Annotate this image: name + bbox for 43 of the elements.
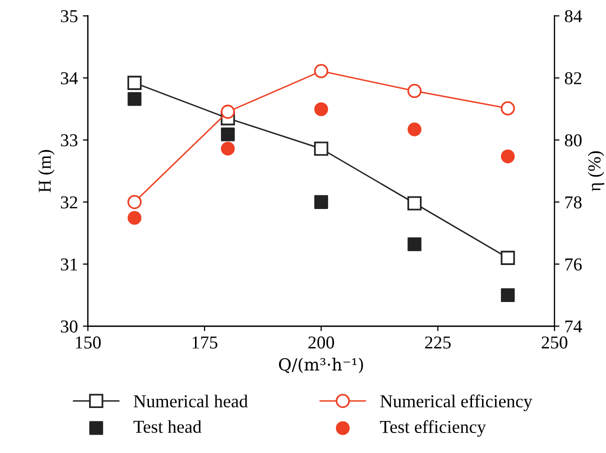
point <box>314 195 328 209</box>
x-tick-label: 225 <box>425 336 451 349</box>
x-tick-label: 250 <box>542 336 568 349</box>
y2-axis-title: η (%) <box>588 151 604 192</box>
point <box>500 101 515 116</box>
y2-tick-label: 84 <box>564 10 582 22</box>
legend-label: Numerical efficiency <box>380 394 532 412</box>
y-tick-label: 34 <box>60 72 78 84</box>
point <box>500 288 515 302</box>
point <box>128 92 142 106</box>
legend-label: Test efficiency <box>380 420 486 437</box>
point <box>408 237 422 252</box>
point <box>500 250 515 265</box>
point <box>500 150 515 164</box>
point <box>314 102 328 116</box>
y-tick-label: 32 <box>60 196 78 208</box>
point <box>407 196 422 210</box>
x-tick-label: 175 <box>192 336 218 349</box>
y-axis-title: H (m) <box>38 150 55 192</box>
y2-tick-label: 76 <box>565 258 582 271</box>
y2-tick-label: 82 <box>564 72 582 84</box>
y2-tick-label: 74 <box>565 320 582 332</box>
legend-label: Numerical head <box>134 394 248 408</box>
point <box>314 64 328 78</box>
point <box>408 122 422 136</box>
y-tick-label: 30 <box>60 320 78 333</box>
y2-tick-label: 78 <box>565 196 582 208</box>
point <box>220 127 235 142</box>
point <box>127 194 142 210</box>
y-tick-label: 33 <box>60 134 78 146</box>
x-tick-label: 150 <box>76 336 101 349</box>
legend-label: Test head <box>134 420 202 433</box>
point <box>314 142 328 156</box>
y2-tick-label: 80 <box>564 134 582 146</box>
point <box>407 84 422 98</box>
point <box>127 76 142 90</box>
x-axis-title: Q/(m³·h⁻¹) <box>278 358 363 374</box>
y-tick-label: 35 <box>60 10 78 22</box>
x-tick-label: 200 <box>308 336 334 349</box>
y-tick-label: 31 <box>60 258 78 271</box>
point <box>220 104 235 119</box>
point <box>128 210 142 225</box>
point <box>220 142 235 156</box>
